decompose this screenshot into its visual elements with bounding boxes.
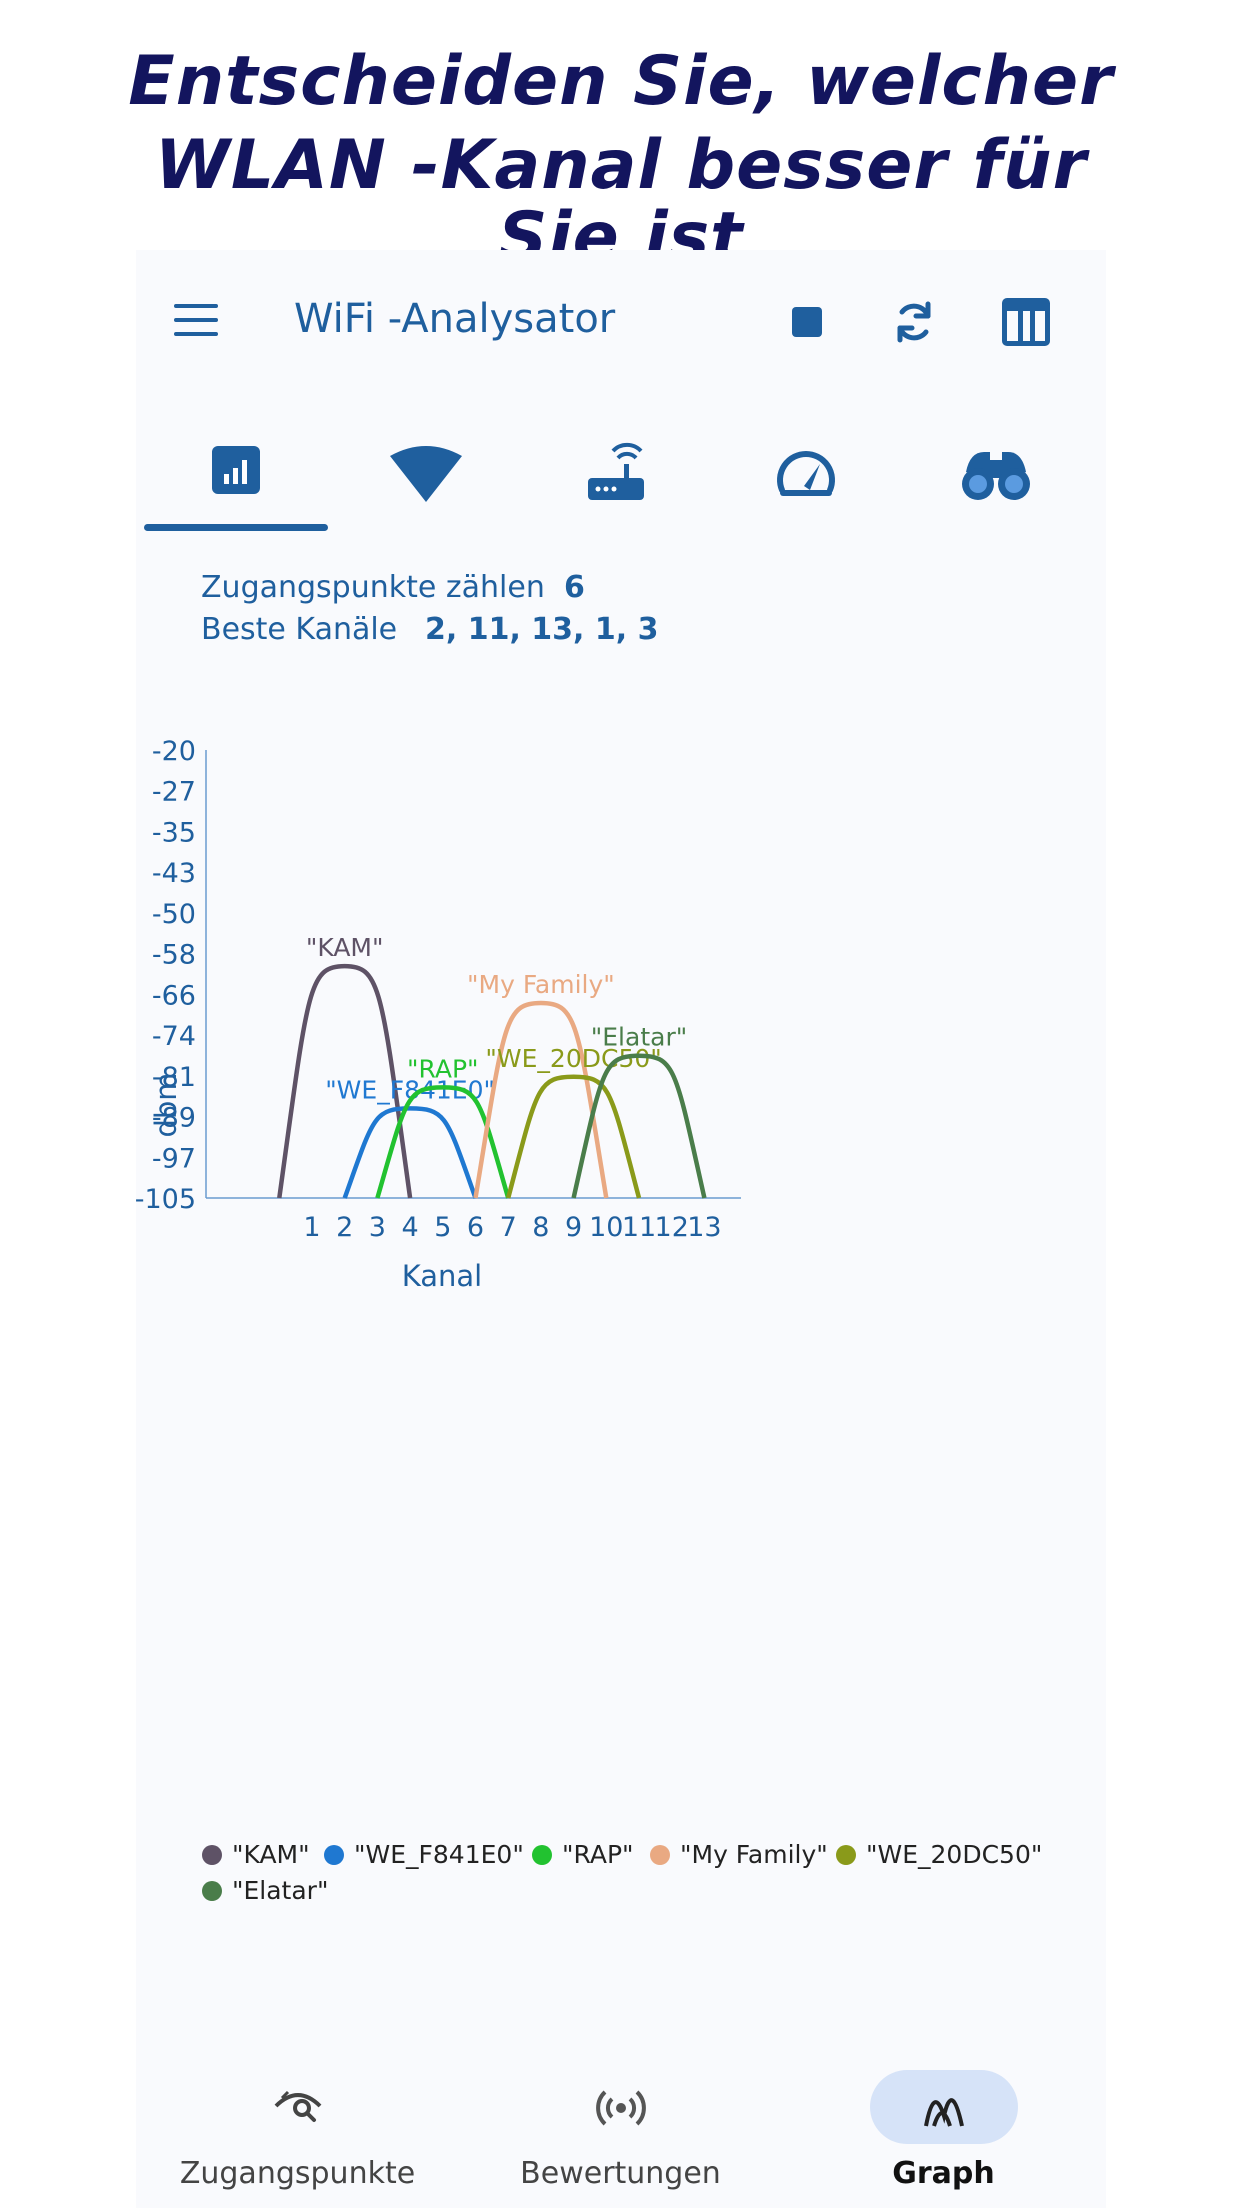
eye-search-icon: [274, 2090, 321, 2122]
series-label-0: "KAM": [306, 933, 384, 962]
x-tick-label: 2: [336, 1212, 353, 1243]
app-bar: WiFi -Analysator: [136, 250, 1106, 390]
series-label-4: "WE_20DC50": [485, 1044, 661, 1073]
tab-wifi[interactable]: [331, 420, 521, 540]
series-curve-5: [571, 1053, 707, 1199]
speedometer-icon: [777, 451, 835, 496]
series-curve-4: [506, 1074, 642, 1199]
nav-access-points[interactable]: Zugangspunkte: [136, 2050, 459, 2208]
stop-icon[interactable]: [774, 290, 838, 354]
legend-label: "RAP": [562, 1840, 634, 1869]
series-curve-1: [342, 1106, 478, 1199]
x-axis-title: Kanal: [402, 1259, 483, 1293]
series-curve-3: [473, 1000, 609, 1199]
x-tick-label: 13: [687, 1212, 721, 1243]
nav-ratings[interactable]: Bewertungen: [459, 2050, 782, 2208]
ap-count-label: Zugangspunkte zählen: [201, 570, 545, 605]
graph-peaks-icon: [923, 2098, 964, 2127]
legend-swatch: [202, 1881, 222, 1901]
y-tick-label: -74: [152, 1021, 196, 1052]
legend-swatch: [202, 1845, 222, 1865]
best-channels-label: Beste Kanäle: [201, 612, 398, 647]
x-tick-label: 7: [500, 1212, 517, 1243]
refresh-icon[interactable]: [882, 290, 946, 354]
nav-ratings-label: Bewertungen: [520, 2156, 721, 2191]
y-tick-label: -66: [152, 980, 196, 1011]
legend-item: "WE_20DC50": [836, 1840, 1042, 1869]
y-tick-label: -89: [152, 1103, 196, 1134]
legend-label: "Elatar": [232, 1876, 329, 1905]
x-tick-label: 3: [369, 1212, 386, 1243]
y-tick-label: -35: [152, 817, 196, 848]
legend-item: "RAP": [532, 1840, 634, 1869]
x-tick-label: 10: [589, 1212, 623, 1243]
x-tick-label: 4: [402, 1212, 419, 1243]
legend-label: "My Family": [680, 1840, 828, 1869]
y-tick-label: -97: [152, 1143, 196, 1174]
wifi-wedge-icon: [390, 446, 462, 502]
y-tick-label: -105: [136, 1184, 196, 1215]
hamburger-menu-icon[interactable]: [174, 302, 220, 342]
table-view-icon[interactable]: [994, 290, 1058, 354]
ap-count-value: 6: [564, 570, 585, 605]
promo-title-line1: Entscheiden Sie, welcher: [128, 42, 1114, 121]
legend-item: "Elatar": [202, 1876, 328, 1905]
legend-item: "KAM": [202, 1840, 310, 1869]
promo-title-line2: WLAN -Kanal besser für: [154, 126, 1088, 205]
legend-label: "KAM": [232, 1840, 310, 1869]
tab-nearby[interactable]: [901, 420, 1091, 540]
y-tick-label: -43: [152, 858, 196, 889]
legend-item: "My Family": [650, 1840, 828, 1869]
x-tick-label: 11: [622, 1212, 656, 1243]
promo-title: Entscheiden Sie, welcher WLAN -Kanal bes…: [0, 40, 1242, 280]
nav-graph[interactable]: Graph: [782, 2050, 1105, 2208]
y-tick-label: -50: [152, 899, 196, 930]
x-tick-label: 8: [532, 1212, 549, 1243]
series-curve-0: [277, 963, 413, 1199]
y-tick-label: -81: [152, 1062, 196, 1093]
signal-bars-icon: [212, 446, 260, 494]
binoculars-icon: [962, 452, 1030, 500]
x-tick-label: 9: [565, 1212, 582, 1243]
x-tick-label: 5: [434, 1212, 451, 1243]
y-tick-label: -20: [152, 736, 196, 767]
router-icon: [588, 442, 644, 500]
y-axis-title: dbm: [149, 1072, 183, 1137]
app-title: WiFi -Analysator: [294, 296, 616, 342]
series-label-3: "My Family": [467, 970, 615, 999]
series-label-2: "RAP": [407, 1054, 479, 1083]
y-tick-label: -58: [152, 940, 196, 971]
x-tick-label: 12: [655, 1212, 689, 1243]
legend-swatch: [836, 1845, 856, 1865]
legend-label: "WE_F841E0": [354, 1840, 524, 1869]
series-label-5: "Elatar": [591, 1023, 687, 1052]
tab-speed[interactable]: [711, 420, 901, 540]
nav-graph-active-pill: [869, 2070, 1018, 2144]
x-tick-label: 1: [303, 1212, 320, 1243]
tab-indicator: [144, 524, 328, 531]
nav-graph-label: Graph: [892, 2156, 995, 2191]
best-channels-value: 2, 11, 13, 1, 3: [425, 612, 659, 647]
nav-access-points-label: Zugangspunkte: [179, 2156, 416, 2191]
legend-item: "WE_F841E0": [324, 1840, 524, 1869]
legend-swatch: [532, 1845, 552, 1865]
tab-router[interactable]: [521, 420, 711, 540]
x-tick-label: 6: [467, 1212, 484, 1243]
broadcast-icon: [595, 2090, 646, 2126]
y-tick-label: -27: [152, 777, 196, 808]
tab-channel-graph[interactable]: [141, 420, 331, 540]
app-screen: WiFi -Analysator: [136, 250, 1106, 2208]
legend-swatch: [650, 1845, 670, 1865]
legend-label: "WE_20DC50": [866, 1840, 1043, 1869]
bottom-navigation: Zugangspunkte Bewertungen Graph: [136, 2050, 1106, 2208]
legend-swatch: [324, 1845, 344, 1865]
